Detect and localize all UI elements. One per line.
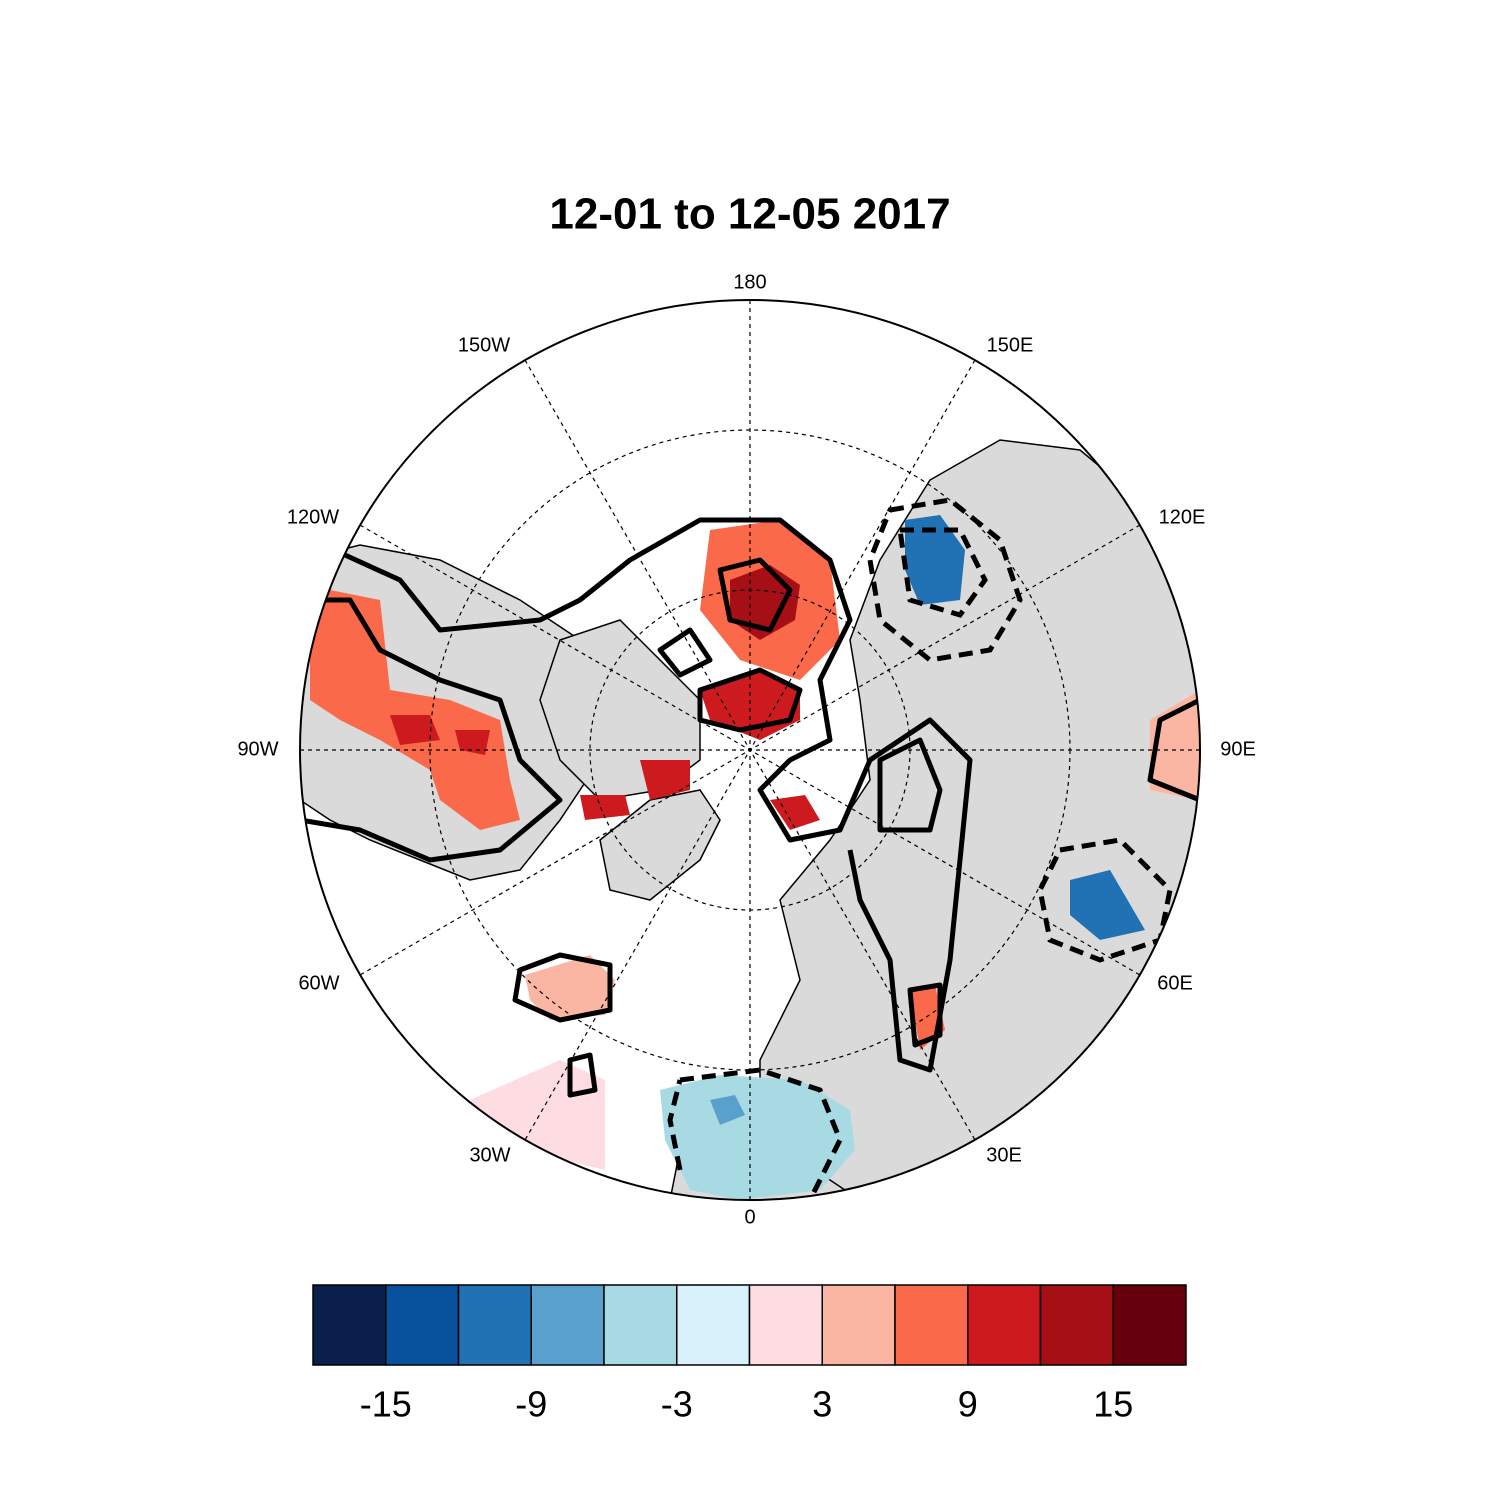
contour <box>300 597 563 863</box>
colorbar-box <box>676 1284 751 1366</box>
longitude-label: 30E <box>986 1144 1022 1166</box>
longitude-label: 90W <box>237 738 278 760</box>
longitude-label: 60E <box>1157 972 1193 994</box>
colorbar-tick-label: -9 <box>515 1384 547 1425</box>
colorbar-box <box>894 1284 969 1366</box>
colorbar-tick-label: -3 <box>661 1384 693 1425</box>
longitude-label: 120E <box>1159 506 1206 528</box>
colorbar-box <box>603 1284 678 1366</box>
colorbar-tick-label: -15 <box>360 1384 412 1425</box>
anomaly-positive <box>390 715 820 830</box>
colorbar-box <box>457 1284 532 1366</box>
colorbar-tick-label: 15 <box>1093 1384 1133 1425</box>
longitude-label: 150E <box>987 334 1034 356</box>
colorbar-box <box>312 1284 387 1366</box>
meridians <box>300 300 1200 1200</box>
colorbar-box <box>385 1284 460 1366</box>
title: 12-01 to 12-05 2017 <box>549 190 950 239</box>
anomaly-negative <box>905 515 1145 940</box>
map-border <box>299 299 1201 1201</box>
contour <box>512 697 1200 1098</box>
contour-negative <box>667 497 1173 1200</box>
colorbar-tick-label: 3 <box>812 1384 832 1425</box>
longitude-label: 150W <box>458 334 510 356</box>
longitude-label: 90E <box>1220 738 1256 760</box>
colorbar-tick-label: 9 <box>958 1384 978 1425</box>
longitude-label: 60W <box>298 972 339 994</box>
colorbar: -15 -9 -3 3 9 15 <box>312 1284 1187 1425</box>
contour <box>657 557 803 733</box>
colorbar-box <box>748 1284 823 1366</box>
longitude-label: 30W <box>469 1144 510 1166</box>
longitude-label: 120W <box>287 506 339 528</box>
colorbar-box <box>1039 1284 1114 1366</box>
anomaly-positive <box>310 590 520 830</box>
colorbar-box <box>821 1284 896 1366</box>
colorbar-box <box>1112 1284 1187 1366</box>
land-greenland <box>599 789 721 901</box>
anomaly-weak-positive <box>525 690 1200 1020</box>
longitude-label: 0 <box>744 1206 755 1228</box>
contour <box>343 517 973 1073</box>
map <box>300 300 1200 1200</box>
longitude-label: 180 <box>733 271 766 293</box>
colorbar-box <box>530 1284 605 1366</box>
colorbar-box <box>967 1284 1042 1366</box>
anomaly-negative <box>710 1095 745 1125</box>
anomaly-weak-negative <box>660 1075 855 1200</box>
